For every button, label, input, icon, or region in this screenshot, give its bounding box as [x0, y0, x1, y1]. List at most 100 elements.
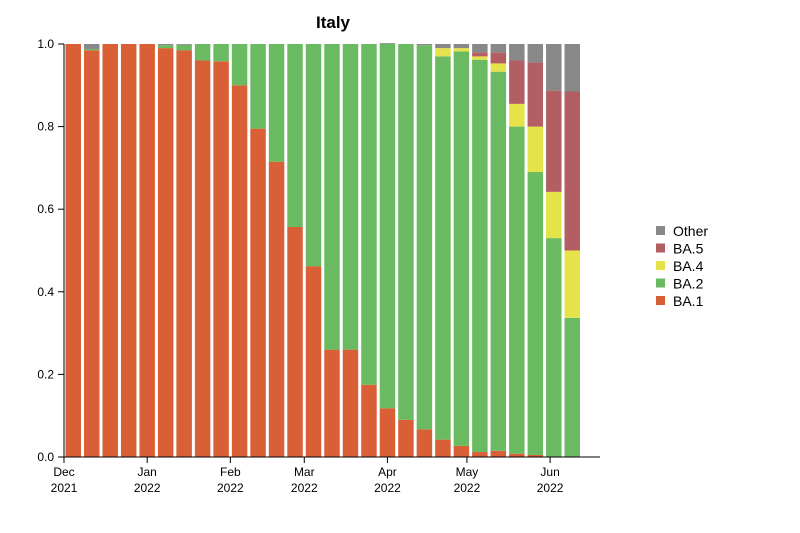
legend-label-ba1: BA.1	[673, 293, 704, 309]
bar-segment-ba2-10	[250, 44, 266, 129]
bar-segment-other-24	[509, 44, 525, 61]
legend-label-other: Other	[673, 223, 708, 239]
bar-segment-ba1-22	[472, 452, 488, 457]
bar-segment-ba4-26	[546, 191, 562, 239]
bar-segment-ba2-20	[435, 56, 451, 440]
y-tick-label: 0.8	[37, 120, 54, 134]
legend: Other BA.5BA.4 BA.2BA.1	[656, 223, 708, 309]
x-tick-label-year: 2022	[454, 481, 481, 495]
bar-segment-ba2-15	[342, 44, 359, 350]
bar-segment-other-20	[435, 44, 451, 49]
bar-segment-ba2-27	[564, 317, 581, 457]
bar-segment-ba1-23	[490, 450, 507, 457]
bar-segment-ba4-20	[435, 48, 451, 57]
bar-segment-ba2-6	[176, 44, 192, 51]
bar-segment-other-25	[527, 44, 544, 63]
bar-segment-ba2-1	[83, 48, 100, 51]
x-tick-label-year: 2022	[537, 481, 564, 495]
bar-segment-other-19	[416, 44, 433, 46]
x-tick-label-month: Mar	[294, 465, 315, 479]
bar-segment-ba1-1	[83, 50, 100, 457]
bar-segment-ba2-14	[324, 44, 340, 350]
bar-segment-other-1	[83, 44, 100, 49]
bar-segment-ba1-14	[324, 349, 340, 457]
bar-segment-ba5-25	[527, 62, 544, 127]
bar-segment-ba1-11	[268, 161, 285, 457]
x-tick-label-year: 2022	[217, 481, 244, 495]
bar-segment-ba1-9	[231, 85, 248, 458]
bar-segment-ba4-21	[453, 48, 470, 52]
bar-segment-ba1-18	[398, 419, 414, 457]
legend-swatch-ba1	[656, 296, 665, 305]
bar-segment-ba1-17	[379, 408, 396, 457]
bar-segment-other-27	[564, 44, 581, 92]
bar-segment-ba4-23	[490, 63, 507, 72]
bar-segment-ba2-12	[287, 44, 303, 227]
y-axis: 0.0 0.2 0.4 0.6 0.8 1.0	[37, 37, 65, 464]
bar-segment-ba2-8	[213, 44, 229, 62]
y-tick-label: 1.0	[37, 37, 54, 51]
bar-segment-other-17	[379, 43, 396, 44]
bar-segment-ba1-25	[527, 454, 544, 457]
bar-segment-other-6	[176, 44, 192, 45]
bar-segment-other-22	[472, 44, 488, 53]
bar-segment-ba2-18	[398, 44, 414, 420]
legend-swatch-ba2	[656, 278, 665, 288]
bar-segment-ba2-25	[527, 172, 544, 455]
x-tick-label-year: 2022	[374, 481, 401, 495]
bar-segment-ba1-20	[435, 439, 451, 457]
bar-segment-ba4-27	[564, 250, 581, 318]
legend-label-ba5: BA.5	[673, 241, 704, 257]
bar-segment-ba1-2	[102, 44, 118, 457]
legend-swatch-other	[656, 226, 665, 235]
bar-segment-ba2-17	[379, 44, 396, 409]
bar-segment-ba2-11	[268, 44, 285, 162]
x-tick-label-month: May	[456, 465, 479, 479]
bar-segment-ba1-16	[361, 384, 377, 457]
bar-segment-ba2-26	[546, 238, 562, 457]
bar-segment-other-21	[453, 44, 470, 49]
bar-segment-ba4-22	[472, 56, 488, 60]
bar-segment-ba2-13	[305, 44, 322, 267]
chart-title: Italy	[316, 13, 351, 32]
bar-segment-ba2-9	[231, 44, 248, 86]
legend-label-ba2: BA.2	[673, 276, 704, 292]
bar-segment-ba1-19	[416, 429, 433, 457]
bar-segment-ba1-7	[194, 60, 211, 458]
bar-segment-other-23	[490, 44, 507, 53]
legend-swatch-ba4	[656, 261, 665, 270]
bar-segment-ba2-23	[490, 71, 507, 451]
bar-segment-ba2-24	[509, 126, 525, 454]
y-tick-label: 0.6	[37, 202, 54, 216]
legend-swatch-ba5	[656, 243, 665, 253]
bar-segment-ba4-25	[527, 126, 544, 173]
bar-segment-ba2-7	[194, 44, 211, 61]
x-tick-label-month: Jan	[137, 465, 156, 479]
x-tick-label-month: Apr	[378, 465, 397, 479]
bar-segment-ba2-21	[453, 51, 470, 446]
x-tick-label-month: Dec	[53, 465, 74, 479]
bar-segment-other-5	[157, 44, 174, 46]
y-tick-label: 0.2	[37, 367, 54, 381]
bar-segment-ba5-24	[509, 60, 525, 104]
x-tick-label-month: Feb	[220, 465, 241, 479]
bar-segment-ba2-22	[472, 59, 488, 453]
bar-segment-ba1-0	[65, 44, 81, 457]
x-tick-label-year: 2022	[291, 481, 318, 495]
bars-group	[65, 43, 581, 458]
bar-segment-ba4-24	[509, 103, 525, 127]
x-axis: Dec 2021 Jan 2022 Feb 2022 Mar 2022 Apr 2022 May 20…	[51, 456, 600, 495]
y-tick-label: 0.4	[37, 285, 54, 299]
bar-segment-ba1-24	[509, 453, 525, 457]
bar-segment-ba2-16	[361, 44, 377, 385]
bar-segment-ba1-3	[120, 44, 137, 457]
bar-segment-ba1-12	[287, 226, 303, 457]
bar-segment-ba2-5	[157, 45, 174, 49]
bar-segment-ba5-23	[490, 52, 507, 64]
x-tick-label-year: 2022	[134, 481, 161, 495]
bar-segment-ba1-8	[213, 61, 229, 457]
bar-segment-ba1-4	[139, 44, 155, 457]
bar-segment-ba1-5	[157, 48, 174, 457]
bar-segment-ba1-10	[250, 128, 266, 457]
